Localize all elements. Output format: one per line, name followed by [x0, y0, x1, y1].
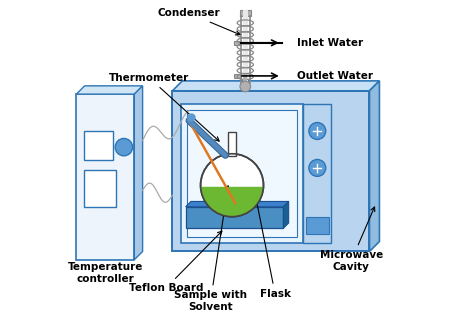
Text: Inlet Water: Inlet Water [297, 38, 363, 48]
FancyBboxPatch shape [187, 110, 297, 237]
Text: Flask: Flask [254, 192, 291, 299]
Circle shape [240, 81, 251, 92]
Polygon shape [134, 86, 143, 260]
FancyBboxPatch shape [234, 41, 241, 45]
Polygon shape [370, 81, 379, 252]
Circle shape [309, 123, 326, 139]
Text: Thermometer: Thermometer [109, 73, 219, 141]
FancyBboxPatch shape [83, 131, 113, 160]
Circle shape [115, 138, 133, 156]
FancyBboxPatch shape [186, 207, 283, 228]
Text: Microwave
Cavity: Microwave Cavity [319, 207, 383, 272]
Polygon shape [173, 81, 379, 91]
Text: Teflon Board: Teflon Board [128, 231, 222, 293]
FancyBboxPatch shape [243, 10, 247, 82]
Text: Temperature
controller: Temperature controller [68, 262, 143, 284]
Circle shape [201, 154, 264, 217]
FancyBboxPatch shape [303, 104, 331, 243]
Text: Sample with
Solvent: Sample with Solvent [174, 186, 247, 312]
Polygon shape [201, 185, 264, 217]
FancyBboxPatch shape [173, 91, 370, 252]
FancyBboxPatch shape [243, 74, 247, 87]
FancyBboxPatch shape [76, 94, 134, 260]
FancyBboxPatch shape [181, 104, 303, 243]
Text: Condenser: Condenser [158, 8, 240, 35]
FancyBboxPatch shape [228, 132, 236, 156]
Text: Outlet Water: Outlet Water [297, 71, 373, 81]
Polygon shape [76, 86, 143, 94]
Circle shape [309, 159, 326, 176]
FancyBboxPatch shape [234, 74, 241, 78]
FancyBboxPatch shape [83, 170, 116, 207]
FancyBboxPatch shape [306, 217, 329, 234]
Polygon shape [283, 201, 289, 228]
Polygon shape [186, 201, 289, 207]
FancyBboxPatch shape [240, 10, 251, 16]
